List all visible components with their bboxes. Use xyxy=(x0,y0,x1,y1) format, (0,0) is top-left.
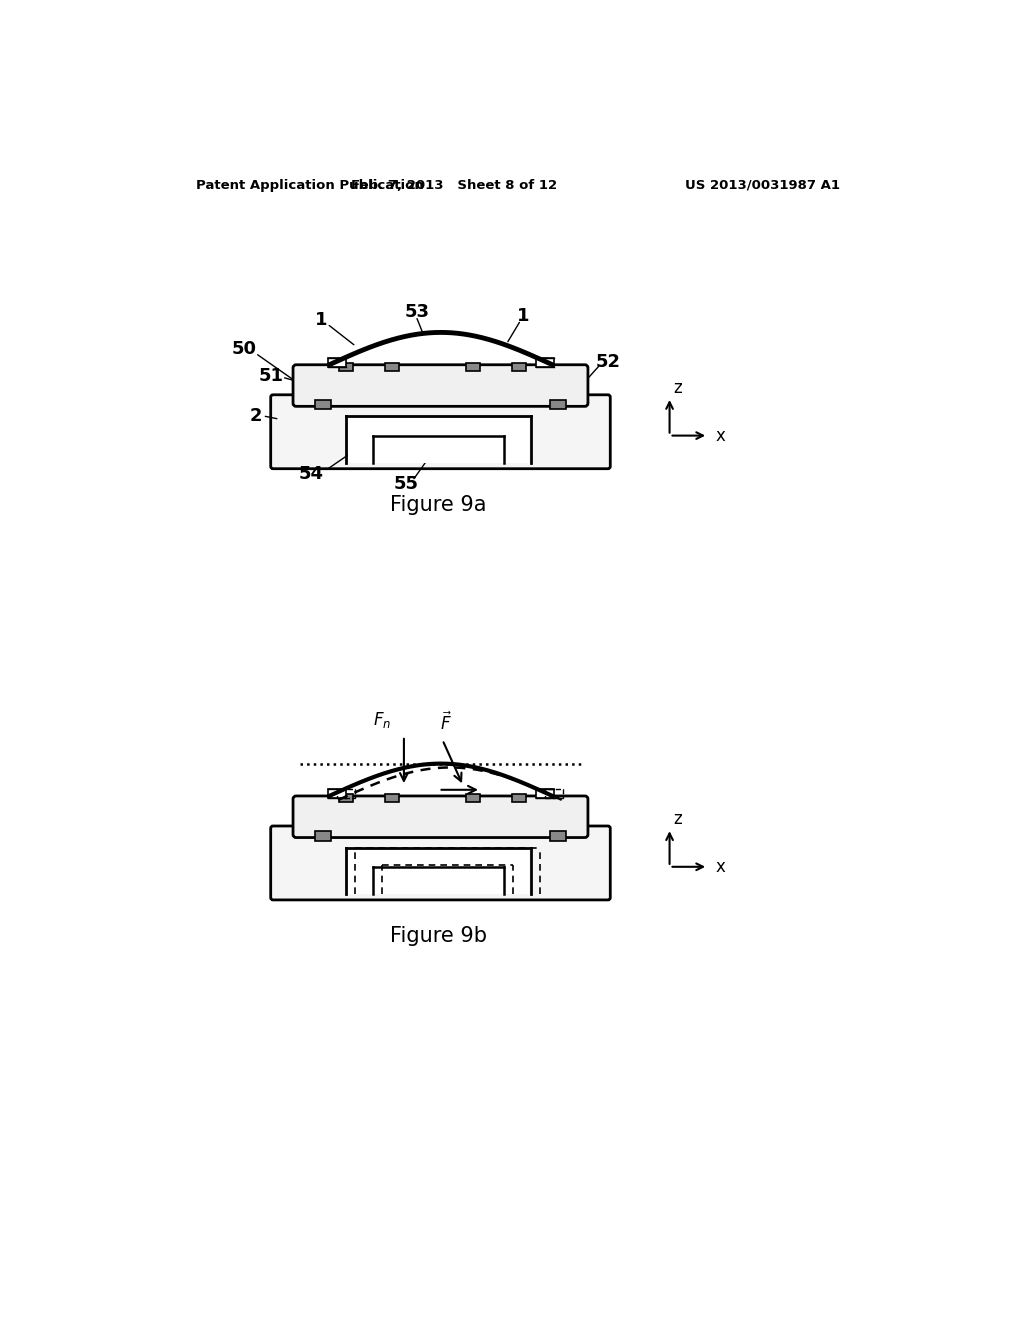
Text: Figure 9b: Figure 9b xyxy=(390,927,487,946)
Text: 53: 53 xyxy=(404,304,429,321)
Bar xyxy=(328,789,346,799)
Bar xyxy=(550,832,565,841)
Bar xyxy=(348,416,529,462)
Text: 50: 50 xyxy=(232,341,257,358)
Bar xyxy=(466,795,480,803)
Text: Patent Application Publication: Patent Application Publication xyxy=(196,178,424,191)
Text: x: x xyxy=(716,858,726,875)
Bar xyxy=(328,358,346,367)
Text: Feb. 7, 2013   Sheet 8 of 12: Feb. 7, 2013 Sheet 8 of 12 xyxy=(351,178,557,191)
Text: Figure 9a: Figure 9a xyxy=(390,495,486,515)
Bar xyxy=(536,789,554,799)
Bar xyxy=(385,363,399,371)
Text: x: x xyxy=(716,426,726,445)
Text: $F_n$: $F_n$ xyxy=(374,710,391,730)
Bar xyxy=(466,363,480,371)
Bar xyxy=(550,400,565,409)
Text: 54: 54 xyxy=(299,465,324,483)
Bar xyxy=(339,363,353,371)
Text: 55: 55 xyxy=(393,475,419,494)
Bar xyxy=(315,832,331,841)
Bar xyxy=(339,795,353,803)
FancyBboxPatch shape xyxy=(270,826,610,900)
Bar xyxy=(536,358,554,367)
Bar xyxy=(512,795,526,803)
Bar xyxy=(337,789,355,799)
FancyBboxPatch shape xyxy=(293,364,588,407)
Text: 1: 1 xyxy=(315,312,328,329)
Bar xyxy=(545,789,563,799)
Text: US 2013/0031987 A1: US 2013/0031987 A1 xyxy=(685,178,840,191)
Bar xyxy=(512,363,526,371)
Text: 2: 2 xyxy=(250,408,262,425)
FancyBboxPatch shape xyxy=(270,395,610,469)
Bar xyxy=(315,400,331,409)
Text: $\vec{F}$: $\vec{F}$ xyxy=(440,711,453,734)
Bar xyxy=(385,795,399,803)
Text: z: z xyxy=(674,379,682,397)
Text: $\vec{F}_x$: $\vec{F}_x$ xyxy=(451,803,469,828)
FancyBboxPatch shape xyxy=(293,796,588,838)
Text: z: z xyxy=(674,810,682,828)
Bar xyxy=(348,847,529,894)
Text: 52: 52 xyxy=(596,354,621,371)
Text: 51: 51 xyxy=(258,367,284,384)
Text: 1: 1 xyxy=(517,308,529,325)
